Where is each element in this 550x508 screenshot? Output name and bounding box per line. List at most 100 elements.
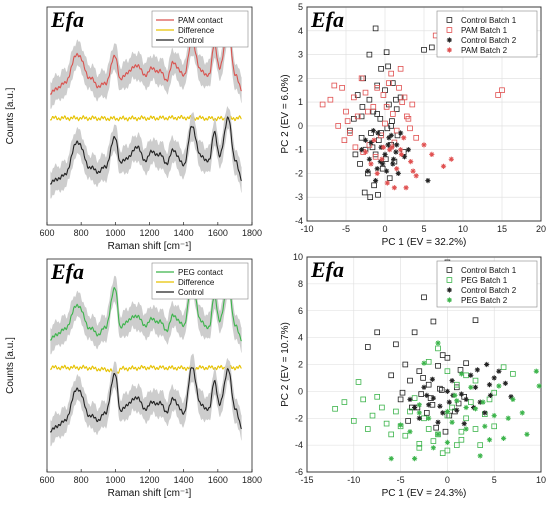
- point-control-batch-2: [425, 178, 431, 184]
- point-peg-batch-1: [500, 364, 507, 370]
- point-pam-batch-1: [354, 113, 361, 120]
- series-line-control: [49, 116, 242, 186]
- y-tick-label: 4: [298, 333, 303, 343]
- point-control-batch-1: [435, 362, 441, 369]
- point-control-batch-1: [437, 385, 443, 392]
- point-control-batch-1: [352, 151, 359, 158]
- point-peg-batch-1: [332, 405, 338, 412]
- x-tick-label: 20: [536, 224, 546, 234]
- point-control-batch-2: [435, 419, 441, 425]
- point-pam-batch-1: [331, 82, 338, 89]
- point-pam-batch-2: [401, 135, 407, 141]
- point-control-batch-2: [463, 396, 469, 403]
- x-tick-label: -10: [300, 224, 313, 234]
- point-control-batch-2: [416, 415, 422, 421]
- point-control-batch-1: [359, 104, 366, 110]
- point-peg-batch-2: [496, 383, 502, 389]
- point-control-batch-2: [440, 410, 446, 416]
- point-control-batch-2: [429, 376, 436, 382]
- series-line-control: [49, 367, 242, 433]
- point-peg-batch-2: [472, 406, 479, 412]
- legend-entry: PEG Batch 1: [461, 276, 508, 285]
- point-control-batch-2: [446, 399, 452, 405]
- point-peg-batch-1: [360, 396, 366, 403]
- point-peg-batch-1: [458, 436, 465, 443]
- point-control-batch-1: [472, 317, 479, 323]
- x-tick-label: -15: [300, 475, 313, 485]
- point-pam-batch-2: [384, 180, 390, 186]
- point-pam-batch-2: [362, 149, 369, 155]
- point-control-batch-1: [378, 66, 384, 72]
- point-peg-batch-1: [355, 379, 362, 385]
- legend-entry: PAM contact: [178, 16, 224, 25]
- point-pam-batch-1: [347, 130, 353, 136]
- point-peg-batch-1: [393, 408, 399, 415]
- point-control-batch-1: [393, 341, 399, 348]
- point-peg-batch-1: [467, 399, 474, 405]
- point-pam-batch-2: [391, 185, 398, 191]
- point-control-batch-2: [444, 388, 451, 394]
- point-peg-batch-2: [452, 392, 458, 399]
- point-pam-batch-2: [410, 168, 416, 174]
- x-tick-label: 10: [458, 224, 468, 234]
- point-control-batch-1: [364, 344, 371, 350]
- point-control-batch-1: [358, 113, 365, 120]
- point-pam-batch-1: [327, 96, 334, 103]
- point-pam-batch-2: [394, 166, 400, 172]
- legend-entry: PAM Batch 2: [461, 46, 508, 55]
- point-control-batch-1: [383, 49, 390, 55]
- point-pam-batch-2: [413, 173, 419, 179]
- point-control-batch-2: [366, 156, 373, 162]
- point-pam-batch-1: [339, 85, 345, 91]
- y-tick-label: -2: [295, 168, 303, 178]
- panel-label: Efa: [50, 7, 84, 32]
- point-control-batch-2: [358, 147, 365, 153]
- point-control-batch-1: [416, 368, 423, 374]
- point-control-batch-2: [401, 154, 408, 160]
- point-peg-batch-1: [388, 431, 394, 438]
- point-control-batch-1: [399, 389, 406, 396]
- point-peg-batch-1: [491, 423, 497, 430]
- legend-box: [436, 260, 538, 308]
- y-tick-label: 4: [298, 26, 303, 36]
- y-tick-label: 1: [298, 97, 303, 107]
- point-peg-batch-2: [480, 399, 486, 405]
- point-control-batch-2: [487, 392, 494, 399]
- point-peg-batch-1: [425, 426, 432, 432]
- point-pam-batch-1: [388, 70, 394, 77]
- point-pam-batch-2: [397, 147, 404, 153]
- point-peg-batch-1: [472, 377, 479, 384]
- series-line-peg-contact: [49, 281, 242, 342]
- point-peg-batch-1: [374, 393, 380, 400]
- x-tick-label: 1000: [105, 228, 125, 238]
- point-pam-batch-1: [399, 99, 405, 105]
- y-axis-label: Counts [a.u.]: [5, 337, 16, 394]
- point-peg-batch-1: [379, 404, 385, 411]
- legend-entry: PEG contact: [178, 268, 224, 277]
- point-control-batch-2: [405, 147, 412, 153]
- point-control-batch-2: [482, 410, 488, 416]
- x-axis-label: PC 1 (EV = 24.3%): [382, 488, 467, 499]
- point-control-batch-2: [454, 407, 460, 413]
- spectra-panel: 600 800 1000 1200 1400 1600 1800 Raman shift [c…: [5, 6, 262, 252]
- point-control-batch-2: [496, 368, 502, 374]
- point-pam-batch-2: [368, 161, 374, 167]
- x-tick-label: 1400: [174, 228, 194, 238]
- point-control-batch-2: [375, 130, 381, 136]
- point-peg-batch-2: [454, 398, 460, 404]
- point-control-batch-1: [420, 375, 426, 381]
- legend-entry: Control: [178, 36, 204, 45]
- point-control-batch-1: [430, 318, 437, 325]
- point-peg-batch-1: [350, 418, 357, 424]
- point-pam-batch-2: [387, 147, 393, 153]
- point-control-batch-2: [393, 149, 399, 155]
- point-control-batch-2: [426, 402, 432, 408]
- point-pam-batch-2: [448, 156, 454, 162]
- point-peg-batch-1: [463, 415, 469, 422]
- point-control-batch-1: [374, 329, 380, 336]
- point-control-batch-2: [407, 396, 413, 403]
- point-control-batch-2: [458, 391, 465, 397]
- point-peg-batch-2: [426, 415, 432, 421]
- point-peg-batch-2: [500, 435, 507, 442]
- point-control-batch-2: [386, 135, 392, 141]
